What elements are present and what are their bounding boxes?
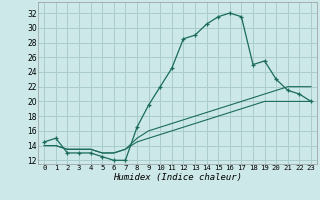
X-axis label: Humidex (Indice chaleur): Humidex (Indice chaleur) xyxy=(113,173,242,182)
